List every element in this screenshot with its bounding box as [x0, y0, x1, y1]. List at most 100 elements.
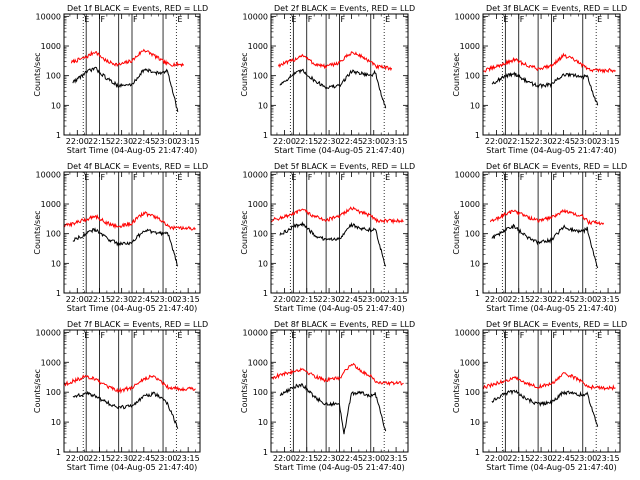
period-marker: F — [308, 331, 313, 340]
y-axis-label: Counts/sec — [240, 52, 249, 96]
y-tick-label: 1000 — [248, 358, 268, 367]
x-tick-label: 22:45 — [552, 295, 575, 304]
x-tick-label: 23:00 — [362, 137, 385, 146]
series-line-black — [279, 221, 387, 267]
period-marker: F — [520, 15, 525, 24]
x-tick-label: 22:00 — [66, 137, 89, 146]
x-tick-label: 22:15 — [295, 137, 318, 146]
x-tick-label: 23:00 — [154, 137, 177, 146]
x-tick-label: 22:45 — [132, 454, 155, 463]
x-tick-label: 22:45 — [552, 454, 575, 463]
y-tick-label: 10000 — [455, 170, 480, 179]
y-axis-label: Counts/sec — [33, 52, 42, 96]
x-tick-label: 22:45 — [340, 137, 363, 146]
x-tick-label: 22:15 — [295, 454, 318, 463]
panel-det-9: Det 9f BLACK = Events, RED = LLD E F F E 1 10 1… — [452, 320, 627, 472]
x-tick-label: 22:15 — [507, 295, 530, 304]
y-tick-label: 1 — [263, 289, 268, 298]
period-marker: F — [341, 173, 346, 182]
x-axis-label: Start Time (04-Aug-05 21:47:40) — [274, 304, 405, 313]
period-marker: E — [503, 331, 508, 340]
period-marker: E — [291, 173, 296, 182]
y-tick-label: 10000 — [243, 170, 268, 179]
y-tick-label: 1000 — [248, 42, 268, 51]
panel-det-3: Det 3f BLACK = Events, RED = LLD E F F E 1 10 1… — [452, 4, 627, 155]
x-tick-label: 22:30 — [110, 454, 133, 463]
y-axis-label: Counts/sec — [452, 52, 461, 96]
period-marker: E — [385, 331, 390, 340]
period-marker: F — [133, 173, 138, 182]
series-line-black — [72, 227, 179, 267]
plot-frame — [63, 329, 201, 453]
y-tick-label: 1000 — [248, 200, 268, 209]
panel-title: Det 6f BLACK = Events, RED = LLD — [486, 162, 627, 171]
panel-title: Det 1f BLACK = Events, RED = LLD — [67, 4, 208, 13]
period-marker: E — [291, 15, 296, 24]
plot-frame — [482, 171, 621, 294]
y-tick-label: 10000 — [243, 12, 268, 21]
panel-title: Det 9f BLACK = Events, RED = LLD — [486, 320, 627, 329]
x-tick-label: 22:30 — [530, 295, 553, 304]
panel-title: Det 2f BLACK = Events, RED = LLD — [274, 4, 415, 13]
y-tick-label: 1000 — [41, 200, 61, 209]
plot-frame — [270, 329, 409, 453]
x-tick-label: 23:00 — [362, 295, 385, 304]
x-tick-label: 22:15 — [507, 137, 530, 146]
x-axis-label: Start Time (04-Aug-05 21:47:40) — [274, 146, 405, 155]
x-tick-label: 23:15 — [177, 454, 200, 463]
y-tick-label: 100 — [465, 230, 480, 239]
series-line-black — [491, 71, 599, 106]
panel-det-8: Det 8f BLACK = Events, RED = LLD E F F E 1 10 1… — [240, 320, 415, 472]
y-axis-label: Counts/sec — [452, 369, 461, 413]
x-tick-label: 23:15 — [385, 137, 408, 146]
period-marker: F — [520, 331, 525, 340]
period-marker: F — [133, 15, 138, 24]
series-line-red — [64, 211, 196, 231]
series-line-black — [491, 389, 599, 427]
x-tick-label: 23:15 — [385, 454, 408, 463]
plot-frame — [63, 171, 201, 294]
series-line-red — [482, 372, 616, 391]
series-line-red — [277, 51, 393, 72]
y-tick-label: 1 — [263, 448, 268, 457]
period-marker: F — [553, 173, 558, 182]
x-tick-label: 22:15 — [507, 454, 530, 463]
y-tick-label: 10 — [258, 418, 268, 427]
panel-det-6: Det 6f BLACK = Events, RED = LLD E F F E 1 10 1… — [452, 162, 627, 313]
y-tick-label: 1 — [263, 131, 268, 140]
y-tick-label: 10000 — [455, 328, 480, 337]
x-axis-label: Start Time (04-Aug-05 21:47:40) — [486, 304, 617, 313]
x-tick-label: 22:30 — [318, 454, 341, 463]
series-line-red — [270, 206, 404, 225]
period-marker: E — [385, 173, 390, 182]
y-tick-label: 1000 — [460, 358, 480, 367]
panel-title: Det 7f BLACK = Events, RED = LLD — [67, 320, 208, 329]
y-tick-label: 1000 — [460, 42, 480, 51]
x-tick-label: 23:15 — [597, 295, 620, 304]
y-tick-label: 1000 — [460, 200, 480, 209]
x-tick-label: 22:45 — [552, 137, 575, 146]
x-tick-label: 22:15 — [88, 454, 111, 463]
period-marker: F — [100, 15, 105, 24]
x-tick-label: 23:15 — [177, 137, 200, 146]
x-tick-label: 23:00 — [574, 295, 597, 304]
panel-det-5: Det 5f BLACK = Events, RED = LLD E F F E 1 10 1… — [240, 162, 415, 313]
y-axis-label: Counts/sec — [33, 210, 42, 254]
y-tick-label: 1 — [56, 448, 61, 457]
y-tick-label: 10 — [258, 259, 268, 268]
period-marker: F — [308, 173, 313, 182]
period-marker: E — [84, 331, 89, 340]
x-tick-label: 22:00 — [273, 137, 296, 146]
period-marker: E — [503, 15, 508, 24]
y-tick-label: 100 — [253, 230, 268, 239]
panel-det-7: Det 7f BLACK = Events, RED = LLD E F F E 1 10 1… — [33, 320, 208, 472]
panel-det-4: Det 4f BLACK = Events, RED = LLD E F F E 1 10 1… — [33, 162, 208, 313]
y-tick-label: 1 — [56, 131, 61, 140]
y-tick-label: 10 — [470, 259, 480, 268]
x-axis-label: Start Time (04-Aug-05 21:47:40) — [486, 463, 617, 472]
series-line-red — [70, 48, 185, 68]
y-tick-label: 100 — [46, 72, 61, 81]
period-marker: F — [553, 15, 558, 24]
x-tick-label: 23:00 — [574, 137, 597, 146]
period-marker: E — [385, 15, 390, 24]
